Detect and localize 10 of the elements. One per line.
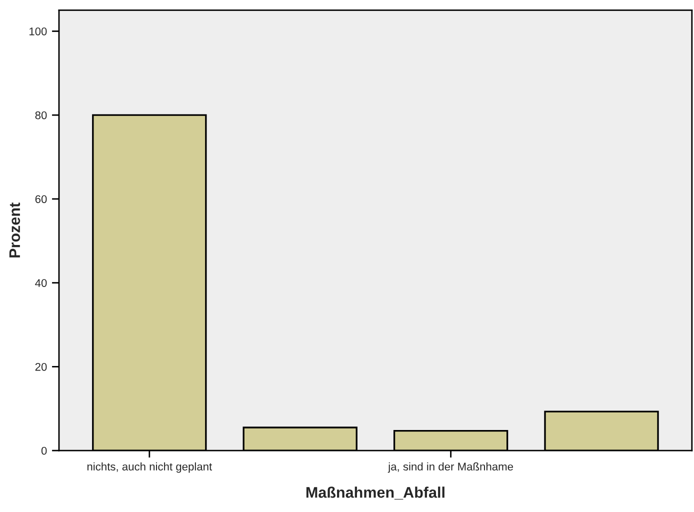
- x-tick-label: ja, sind in der Maßnhame: [388, 462, 513, 473]
- y-tick-label: 40: [35, 279, 47, 287]
- y-tick-label: 60: [35, 195, 47, 204]
- x-axis-title: Maßnahmen_Abfall: [306, 486, 444, 500]
- y-tick-label: 100: [29, 27, 47, 36]
- y-tick-label: 0: [41, 446, 47, 455]
- x-tick-label: nichts, auch nicht geplant: [87, 462, 212, 473]
- y-axis-title: Prozent: [9, 202, 20, 258]
- y-tick-label: 80: [35, 111, 47, 120]
- y-tick-label: 20: [35, 362, 47, 371]
